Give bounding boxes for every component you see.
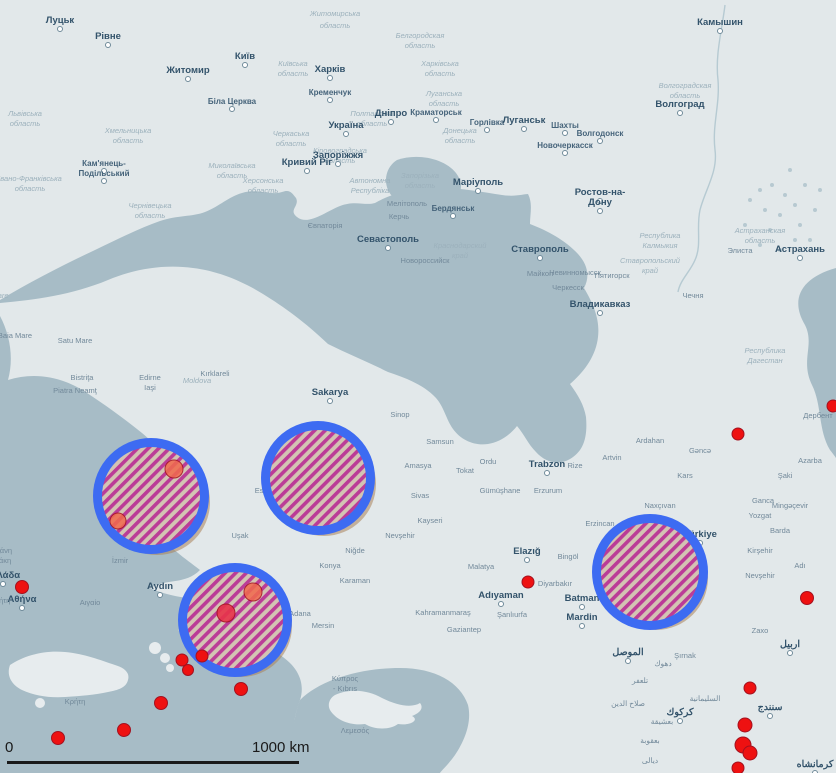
svg-text:1000 km: 1000 km xyxy=(252,739,310,756)
svg-text:0: 0 xyxy=(5,739,13,756)
